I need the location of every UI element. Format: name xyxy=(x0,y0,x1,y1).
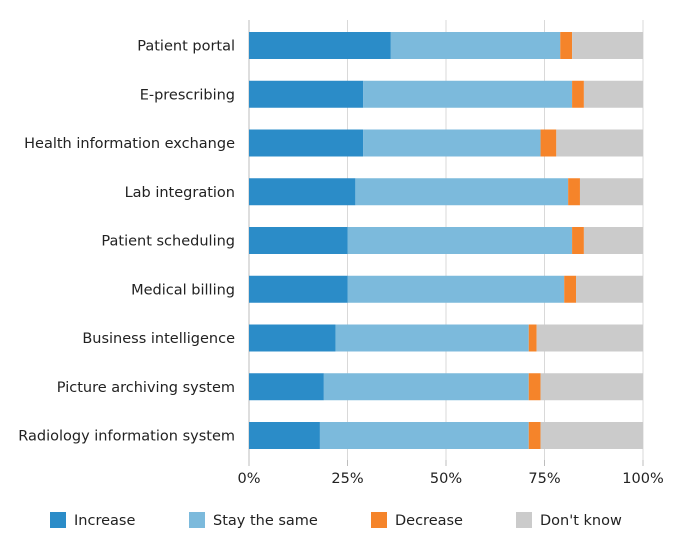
bar-segment xyxy=(536,324,643,352)
bar-segment xyxy=(249,373,324,401)
bar-segment xyxy=(583,227,643,254)
category-label: Medical billing xyxy=(131,282,235,298)
x-tick-label: 0% xyxy=(237,471,260,487)
bar-segment xyxy=(335,324,529,352)
category-label: Patient portal xyxy=(137,39,235,55)
bar-segment xyxy=(540,373,643,401)
category-label: Health information exchange xyxy=(24,136,235,152)
bar-segment xyxy=(540,422,643,449)
x-tick-label: 75% xyxy=(528,471,560,487)
bar-segment xyxy=(323,373,529,401)
category-label: E-prescribing xyxy=(140,87,235,103)
bar-segment xyxy=(390,32,561,59)
bar-segment xyxy=(347,227,573,254)
bar-segment xyxy=(568,178,580,206)
legend-swatch xyxy=(50,512,66,528)
legend-swatch xyxy=(189,512,205,528)
category-label: Picture archiving system xyxy=(57,380,235,396)
bar-segment xyxy=(572,32,643,59)
category-label: Patient scheduling xyxy=(101,234,235,250)
legend-label: Increase xyxy=(74,513,135,529)
bar-segment xyxy=(249,32,391,59)
x-tick-label: 25% xyxy=(331,471,363,487)
legend-swatch xyxy=(371,512,387,528)
bar-segment xyxy=(355,178,569,206)
bar-segment xyxy=(560,32,573,59)
bar-segment xyxy=(583,80,643,108)
bar-segment xyxy=(528,373,541,401)
category-label: Radiology information system xyxy=(18,429,235,445)
bar-segment xyxy=(249,324,336,352)
bar-segment xyxy=(249,80,364,108)
bar-segment xyxy=(347,275,565,303)
category-label: Lab integration xyxy=(125,185,235,201)
bar-segment xyxy=(528,422,541,449)
bar-segment xyxy=(540,129,557,157)
bar-segment xyxy=(249,227,348,254)
legend-swatch xyxy=(516,512,532,528)
x-axis-ticks: 0% 25% 50% 75% 100% xyxy=(237,460,664,487)
bar-segment xyxy=(363,129,541,157)
bar-segment xyxy=(528,324,537,352)
bar-segment xyxy=(363,80,573,108)
x-tick-label: 50% xyxy=(430,471,462,487)
bar-segment xyxy=(249,275,348,303)
legend: Increase Stay the same Decrease Don't know xyxy=(50,512,622,529)
bar-segment xyxy=(319,422,529,449)
bar-segment xyxy=(564,275,577,303)
bar-segment xyxy=(556,129,643,157)
bar-segment xyxy=(579,178,643,206)
bar-segment xyxy=(572,80,584,108)
legend-label: Don't know xyxy=(540,513,622,529)
category-label: Business intelligence xyxy=(82,331,235,347)
bar-segment xyxy=(249,178,356,206)
category-labels: Patient portal E-prescribing Health inform… xyxy=(18,39,235,445)
legend-label: Stay the same xyxy=(213,513,318,529)
bar-segment xyxy=(576,275,643,303)
legend-label: Decrease xyxy=(395,513,463,529)
bar-segment xyxy=(249,129,364,157)
bar-segment xyxy=(249,422,320,449)
x-tick-label: 100% xyxy=(622,471,663,487)
bars xyxy=(249,32,643,449)
bar-segment xyxy=(572,227,584,254)
